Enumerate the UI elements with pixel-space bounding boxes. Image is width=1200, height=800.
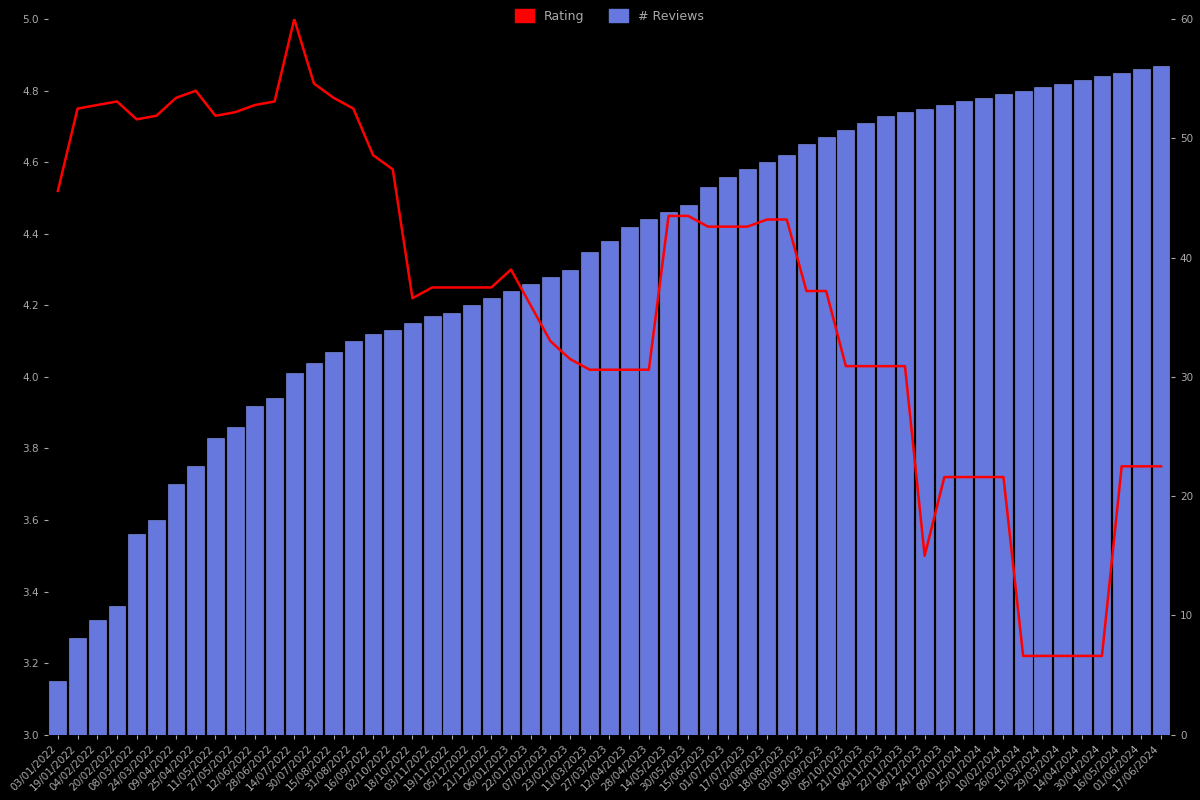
Bar xyxy=(365,334,382,800)
Bar xyxy=(404,323,421,800)
Bar xyxy=(660,212,677,800)
Bar xyxy=(1054,83,1070,800)
Bar xyxy=(148,520,164,800)
Bar xyxy=(641,219,658,800)
Bar xyxy=(266,398,283,800)
Bar xyxy=(680,205,697,800)
Bar xyxy=(581,252,598,800)
Bar xyxy=(227,427,244,800)
Bar xyxy=(482,298,499,800)
Bar xyxy=(1133,70,1150,800)
Bar xyxy=(620,226,637,800)
Bar xyxy=(955,102,972,800)
Bar xyxy=(344,341,361,800)
Bar xyxy=(306,362,323,800)
Bar xyxy=(779,155,796,800)
Bar xyxy=(936,105,953,800)
Bar xyxy=(325,352,342,800)
Bar xyxy=(976,98,992,800)
Bar xyxy=(838,130,854,800)
Bar xyxy=(70,638,86,800)
Bar xyxy=(503,291,520,800)
Bar xyxy=(877,116,894,800)
Bar xyxy=(700,187,716,800)
Bar xyxy=(896,112,913,800)
Bar xyxy=(1034,87,1051,800)
Bar xyxy=(208,438,224,800)
Bar xyxy=(1114,73,1130,800)
Bar xyxy=(798,144,815,800)
Bar xyxy=(1015,90,1032,800)
Bar xyxy=(187,466,204,800)
Bar xyxy=(246,406,263,800)
Bar xyxy=(108,606,125,800)
Bar xyxy=(1153,66,1170,800)
Bar xyxy=(1093,77,1110,800)
Bar xyxy=(89,620,106,800)
Bar xyxy=(995,94,1012,800)
Bar xyxy=(601,241,618,800)
Bar xyxy=(917,109,934,800)
Bar xyxy=(49,681,66,800)
Bar xyxy=(857,123,874,800)
Bar xyxy=(719,177,736,800)
Bar xyxy=(562,270,578,800)
Bar xyxy=(739,170,756,800)
Bar xyxy=(463,306,480,800)
Bar xyxy=(817,138,834,800)
Bar xyxy=(286,374,302,800)
Bar xyxy=(1074,80,1091,800)
Bar xyxy=(384,330,401,800)
Bar xyxy=(542,277,559,800)
Bar xyxy=(758,162,775,800)
Bar xyxy=(522,284,539,800)
Bar xyxy=(444,313,461,800)
Bar xyxy=(168,484,185,800)
Bar xyxy=(128,534,145,800)
Bar xyxy=(424,316,440,800)
Legend: Rating, # Reviews: Rating, # Reviews xyxy=(510,4,709,27)
